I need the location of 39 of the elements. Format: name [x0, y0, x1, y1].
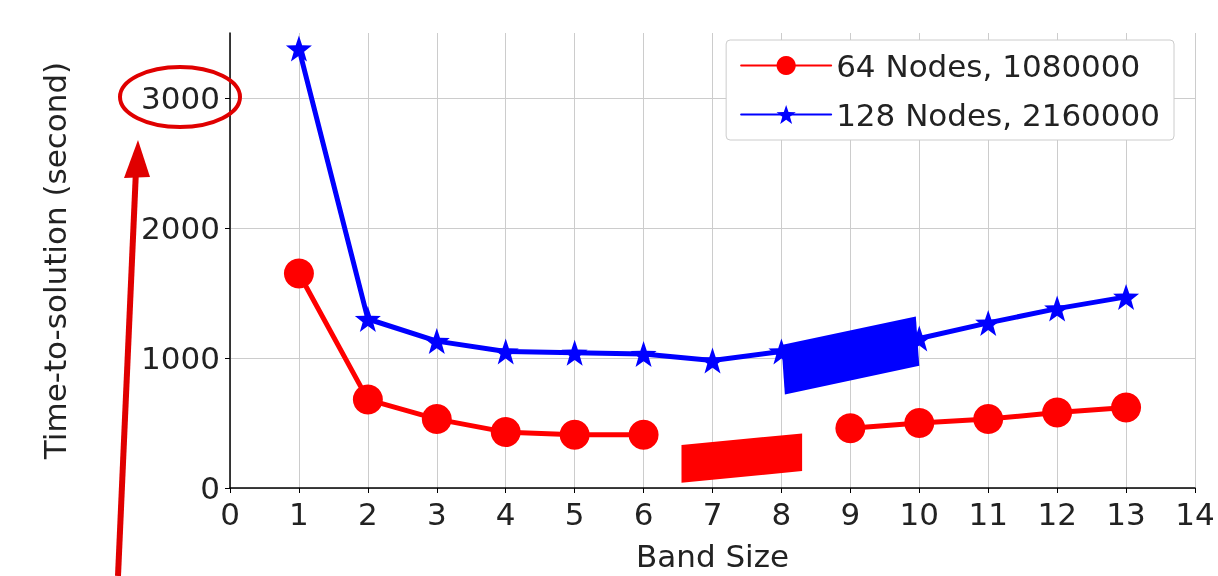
x-tick-label: 2	[357, 495, 378, 532]
x-tick-label: 5	[564, 495, 585, 532]
x-tick-label: 6	[633, 495, 654, 532]
point	[423, 328, 450, 355]
y-tick-label: 0	[200, 470, 220, 506]
point	[354, 306, 381, 332]
y-tick-label: 2000	[141, 210, 220, 246]
x-tick-label: 12	[1037, 495, 1077, 532]
legend-label: 128 Nodes, 2160000	[836, 96, 1161, 133]
point	[352, 384, 383, 415]
x-tick-label: 9	[840, 495, 861, 532]
point	[285, 35, 312, 62]
point	[559, 419, 590, 450]
point	[835, 413, 866, 444]
x-tick-label: 14	[1175, 495, 1215, 532]
point	[1111, 392, 1142, 423]
point	[1113, 283, 1140, 310]
y-tick-label: 3000	[141, 80, 220, 116]
x-tick-label: 8	[771, 495, 792, 532]
point	[1042, 397, 1073, 428]
x-axis-title: Band Size	[635, 537, 790, 574]
point	[490, 417, 521, 448]
point	[628, 419, 659, 450]
point	[973, 404, 1004, 435]
point	[630, 341, 657, 368]
x-tick-label: 7	[702, 495, 723, 532]
point	[421, 404, 452, 435]
x-tick-label: 1	[289, 495, 309, 532]
x-tick-label: 4	[495, 495, 516, 532]
legend-label: 64 Nodes, 1080000	[836, 47, 1141, 84]
x-tick-label: 13	[1106, 495, 1146, 532]
point	[904, 408, 935, 438]
x-tick-label: 3	[426, 495, 447, 532]
point	[283, 258, 314, 289]
y-tick-label: 1000	[141, 340, 220, 376]
y-axis-title: Time-to-solution (second)	[36, 61, 73, 461]
point	[561, 339, 588, 366]
x-tick-label: 10	[899, 495, 940, 532]
x-tick-label: 11	[968, 495, 1008, 532]
